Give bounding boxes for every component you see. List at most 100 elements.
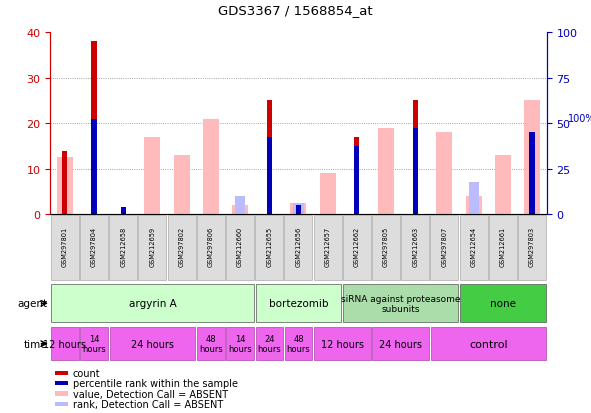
Bar (524, 101, 540, 215)
FancyBboxPatch shape (518, 216, 546, 280)
FancyBboxPatch shape (138, 216, 167, 280)
Bar (469, 183, 479, 215)
Text: GSM297803: GSM297803 (529, 226, 535, 266)
Bar (378, 128, 394, 215)
Text: 14
hours: 14 hours (228, 334, 252, 354)
Text: GSM212656: GSM212656 (296, 226, 301, 266)
Text: bortezomib: bortezomib (269, 299, 328, 309)
Bar (413, 101, 418, 215)
Bar (296, 206, 301, 215)
Text: 48
hours: 48 hours (199, 334, 223, 354)
Text: GDS3367 / 1568854_at: GDS3367 / 1568854_at (218, 4, 373, 17)
Text: GSM297801: GSM297801 (62, 226, 68, 266)
FancyBboxPatch shape (197, 216, 225, 280)
FancyBboxPatch shape (80, 328, 108, 360)
FancyBboxPatch shape (51, 285, 254, 323)
Text: 24 hours: 24 hours (379, 339, 422, 349)
FancyBboxPatch shape (109, 328, 196, 360)
Bar (57, 158, 73, 215)
FancyBboxPatch shape (430, 216, 459, 280)
Text: argyrin A: argyrin A (129, 299, 176, 309)
Text: GSM212660: GSM212660 (237, 226, 243, 266)
Text: time: time (24, 339, 47, 349)
Text: GSM297804: GSM297804 (91, 226, 97, 266)
FancyBboxPatch shape (343, 216, 371, 280)
Text: GSM297805: GSM297805 (383, 226, 389, 266)
Bar (466, 197, 482, 215)
FancyBboxPatch shape (314, 328, 371, 360)
Bar (495, 156, 511, 215)
Text: GSM297807: GSM297807 (441, 226, 447, 266)
FancyBboxPatch shape (197, 328, 225, 360)
Text: none: none (490, 299, 516, 309)
Bar (62, 151, 67, 215)
Text: GSM212654: GSM212654 (470, 226, 477, 266)
Text: GSM297806: GSM297806 (208, 226, 214, 266)
Bar (413, 128, 418, 215)
Bar (354, 138, 359, 215)
Text: GSM212661: GSM212661 (500, 226, 506, 266)
Text: GSM212657: GSM212657 (324, 226, 330, 266)
Bar (530, 133, 535, 215)
Text: control: control (469, 339, 508, 349)
Bar (174, 156, 190, 215)
Text: 12 hours: 12 hours (43, 339, 86, 349)
Bar (55, 381, 67, 385)
Bar (144, 138, 161, 215)
FancyBboxPatch shape (51, 216, 79, 280)
Text: 12 hours: 12 hours (321, 339, 363, 349)
Bar (55, 371, 67, 375)
FancyBboxPatch shape (255, 285, 342, 323)
FancyBboxPatch shape (51, 328, 79, 360)
Text: rank, Detection Call = ABSENT: rank, Detection Call = ABSENT (73, 399, 223, 409)
Bar (55, 392, 67, 396)
FancyBboxPatch shape (372, 216, 400, 280)
Text: agent: agent (17, 299, 47, 309)
Text: value, Detection Call = ABSENT: value, Detection Call = ABSENT (73, 389, 228, 399)
FancyBboxPatch shape (460, 216, 488, 280)
Bar (354, 147, 359, 215)
Bar (436, 133, 453, 215)
Text: 48
hours: 48 hours (287, 334, 310, 354)
FancyBboxPatch shape (109, 216, 137, 280)
Bar (121, 208, 126, 215)
Bar (290, 203, 307, 215)
Text: GSM212662: GSM212662 (354, 226, 360, 266)
FancyBboxPatch shape (489, 216, 517, 280)
Bar (267, 101, 272, 215)
Bar (235, 197, 245, 215)
FancyBboxPatch shape (255, 216, 283, 280)
Text: GSM212659: GSM212659 (150, 226, 155, 266)
Bar (203, 119, 219, 215)
Text: 24 hours: 24 hours (131, 339, 174, 349)
FancyBboxPatch shape (168, 216, 196, 280)
Text: GSM212663: GSM212663 (413, 226, 418, 266)
FancyBboxPatch shape (226, 216, 254, 280)
Bar (293, 203, 304, 215)
FancyBboxPatch shape (343, 285, 458, 323)
Bar (92, 42, 97, 215)
FancyBboxPatch shape (285, 328, 312, 360)
Bar (232, 206, 248, 215)
Text: 14
hours: 14 hours (82, 334, 106, 354)
FancyBboxPatch shape (226, 328, 254, 360)
FancyBboxPatch shape (314, 216, 342, 280)
FancyBboxPatch shape (401, 216, 429, 280)
FancyBboxPatch shape (372, 328, 429, 360)
Text: percentile rank within the sample: percentile rank within the sample (73, 378, 238, 388)
Text: GSM212658: GSM212658 (120, 226, 126, 266)
Text: 24
hours: 24 hours (257, 334, 281, 354)
FancyBboxPatch shape (431, 328, 546, 360)
FancyBboxPatch shape (80, 216, 108, 280)
Text: siRNA against proteasome
subunits: siRNA against proteasome subunits (341, 294, 460, 313)
Text: count: count (73, 368, 100, 378)
Text: GSM297802: GSM297802 (178, 226, 184, 266)
FancyBboxPatch shape (255, 328, 283, 360)
Bar (55, 402, 67, 406)
Bar (320, 174, 336, 215)
Text: GSM212655: GSM212655 (267, 226, 272, 266)
Y-axis label: 100%: 100% (568, 114, 591, 124)
FancyBboxPatch shape (460, 285, 546, 323)
FancyBboxPatch shape (284, 216, 313, 280)
Bar (267, 138, 272, 215)
